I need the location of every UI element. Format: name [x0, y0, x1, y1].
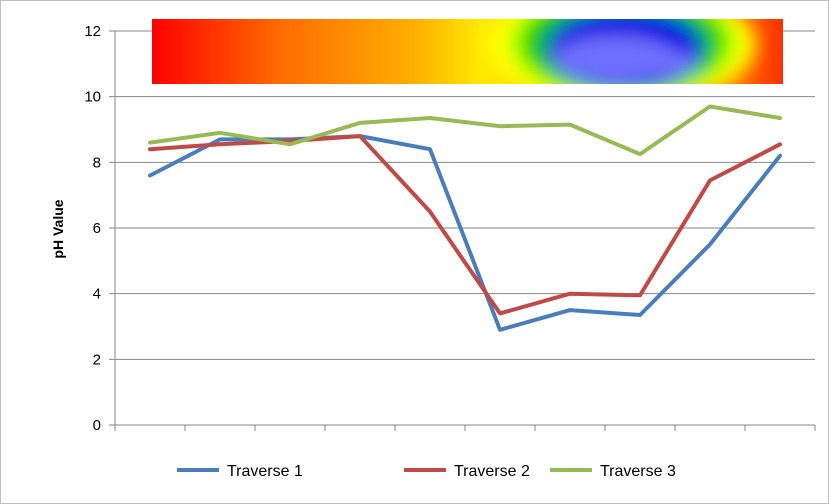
y-axis-title: pH Value: [50, 199, 66, 258]
y-tick-label: 0: [93, 417, 101, 434]
legend: Traverse 1 Traverse 2 Traverse 3: [177, 463, 676, 480]
legend-label-traverse-2: Traverse 2: [454, 463, 530, 480]
axes: 0 2 4 6 8 10 12: [84, 23, 816, 434]
series: [148, 104, 782, 332]
legend-label-traverse-1: Traverse 1: [227, 463, 303, 480]
heatmap-inset: [152, 19, 783, 84]
legend-label-traverse-3: Traverse 3: [600, 463, 676, 480]
series-line-traverse-1: [148, 134, 782, 332]
series-line-traverse-2: [148, 134, 782, 316]
y-tick-label: 8: [93, 154, 101, 171]
y-tick-label: 10: [84, 89, 101, 106]
y-tick-label: 12: [84, 23, 101, 40]
heatmap-band-violet-2: [636, 49, 696, 77]
y-tick-label: 6: [93, 220, 101, 237]
y-tick-label: 4: [93, 286, 101, 303]
series-line-traverse-3: [148, 104, 782, 157]
y-tick-label: 2: [93, 351, 101, 368]
